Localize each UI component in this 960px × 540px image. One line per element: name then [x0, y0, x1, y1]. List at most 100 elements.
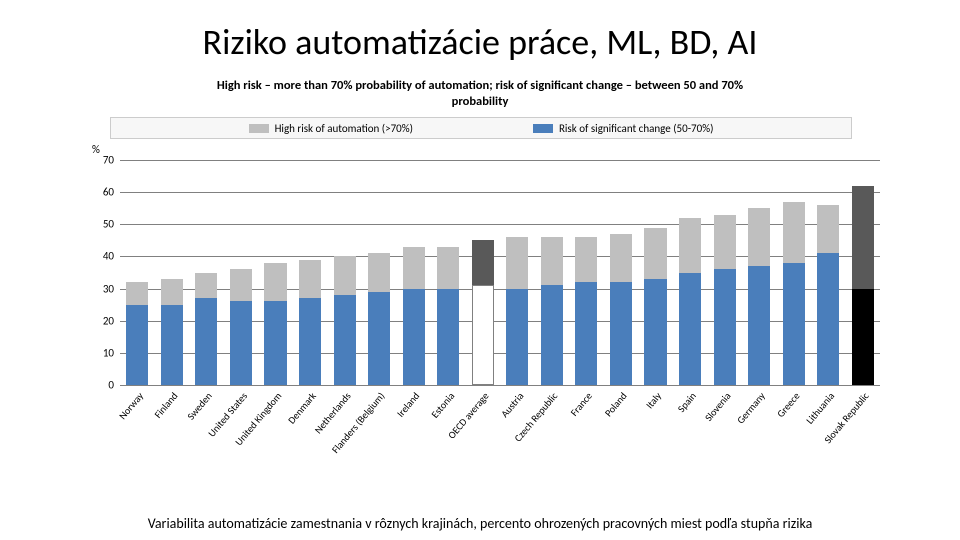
bar-seg-highrisk [368, 253, 390, 292]
bar [748, 208, 770, 385]
bar-slot [845, 160, 880, 385]
bar-slot [638, 160, 673, 385]
x-axis-label: Estonia [428, 388, 458, 421]
bar-seg-highrisk [472, 240, 494, 285]
bar-seg-highrisk [334, 256, 356, 295]
x-axis-label: Greece [774, 388, 804, 420]
xlabel-slot: Slovenia [707, 388, 742, 498]
bar [472, 240, 494, 385]
bar-seg-change [472, 285, 494, 385]
bar [575, 237, 597, 385]
xlabel-slot: Norway [120, 388, 155, 498]
bar [817, 205, 839, 385]
bar-slot [189, 160, 224, 385]
bar-slot [776, 160, 811, 385]
gridline [120, 385, 880, 386]
ytick-label: 60 [94, 186, 114, 199]
bar-seg-highrisk [575, 237, 597, 282]
bar-slot [465, 160, 500, 385]
bar-seg-change [714, 269, 736, 385]
bar-seg-highrisk [748, 208, 770, 266]
x-axis-label: Spain [674, 388, 700, 415]
x-axis-label: Austria [498, 388, 528, 420]
xlabel-slot: Greece [776, 388, 811, 498]
bar-slot [707, 160, 742, 385]
xlabel-slot: Finland [155, 388, 190, 498]
legend-label-high-risk: High risk of automation (>70%) [275, 122, 413, 135]
bar-slot [673, 160, 708, 385]
bar [714, 215, 736, 385]
bar-seg-change [541, 285, 563, 385]
xlabel-slot: OECD average [465, 388, 500, 498]
xlabel-slot: Austria [500, 388, 535, 498]
xlabel-slot: Czech Republic [535, 388, 570, 498]
bar-slot [811, 160, 846, 385]
bar-seg-highrisk [817, 205, 839, 253]
bar-seg-change [644, 279, 666, 385]
bar-seg-change [264, 301, 286, 385]
ytick-label: 70 [94, 154, 114, 167]
bar-seg-change [368, 292, 390, 385]
page-title: Riziko automatizácie práce, ML, BD, AI [0, 20, 960, 64]
bar-seg-change [817, 253, 839, 385]
xlabel-slot: Spain [673, 388, 708, 498]
x-axis-label: Norway [116, 388, 147, 422]
ytick-label: 30 [94, 282, 114, 295]
bar-seg-change [506, 289, 528, 385]
bar-seg-highrisk [403, 247, 425, 289]
bar [679, 218, 701, 385]
bar-slot [569, 160, 604, 385]
bar-seg-highrisk [230, 269, 252, 301]
bar [368, 253, 390, 385]
bar [195, 273, 217, 385]
bar-seg-change [230, 301, 252, 385]
ytick-label: 50 [94, 218, 114, 231]
x-axis-label: France [568, 388, 597, 419]
ytick-label: 10 [94, 346, 114, 359]
bar-seg-highrisk [195, 273, 217, 299]
bar-seg-change [299, 298, 321, 385]
xlabel-slot: Poland [604, 388, 639, 498]
x-labels: NorwayFinlandSwedenUnited StatesUnited K… [120, 388, 880, 498]
xlabel-slot: Estonia [431, 388, 466, 498]
bar-slot [155, 160, 190, 385]
legend-label-sig-change: Risk of significant change (50-70%) [559, 122, 713, 135]
slide: Riziko automatizácie práce, ML, BD, AI H… [0, 0, 960, 540]
bar-slot [742, 160, 777, 385]
bar-seg-change [575, 282, 597, 385]
bar-seg-change [748, 266, 770, 385]
xlabel-slot: Denmark [293, 388, 328, 498]
bar-slot [327, 160, 362, 385]
bar-seg-change [783, 263, 805, 385]
chart-area: 010203040506070 [120, 160, 880, 385]
ytick-label: 0 [94, 379, 114, 392]
bar-seg-highrisk [610, 234, 632, 282]
bar-seg-change [437, 289, 459, 385]
bar-slot [396, 160, 431, 385]
bar [264, 263, 286, 385]
bar-seg-change [126, 305, 148, 385]
bar [783, 202, 805, 385]
bar-slot [293, 160, 328, 385]
bar [852, 186, 874, 385]
xlabel-slot: France [569, 388, 604, 498]
bar-seg-highrisk [264, 263, 286, 302]
bar-slot [362, 160, 397, 385]
x-axis-label: Slovenia [702, 388, 735, 424]
bars-container [120, 160, 880, 385]
bar-seg-highrisk [644, 228, 666, 279]
bar-seg-change [334, 295, 356, 385]
bar-seg-change [161, 305, 183, 385]
bar-seg-change [195, 298, 217, 385]
bar-seg-highrisk [161, 279, 183, 305]
subtitle-line2: probability [452, 94, 509, 109]
bar-seg-highrisk [714, 215, 736, 270]
bar [610, 234, 632, 385]
legend-sig-change: Risk of significant change (50-70%) [533, 122, 713, 135]
x-axis-label: Poland [602, 388, 631, 419]
bar-slot [224, 160, 259, 385]
bar [230, 269, 252, 385]
bar-seg-highrisk [852, 186, 874, 289]
bar-slot [535, 160, 570, 385]
bar-seg-highrisk [783, 202, 805, 263]
